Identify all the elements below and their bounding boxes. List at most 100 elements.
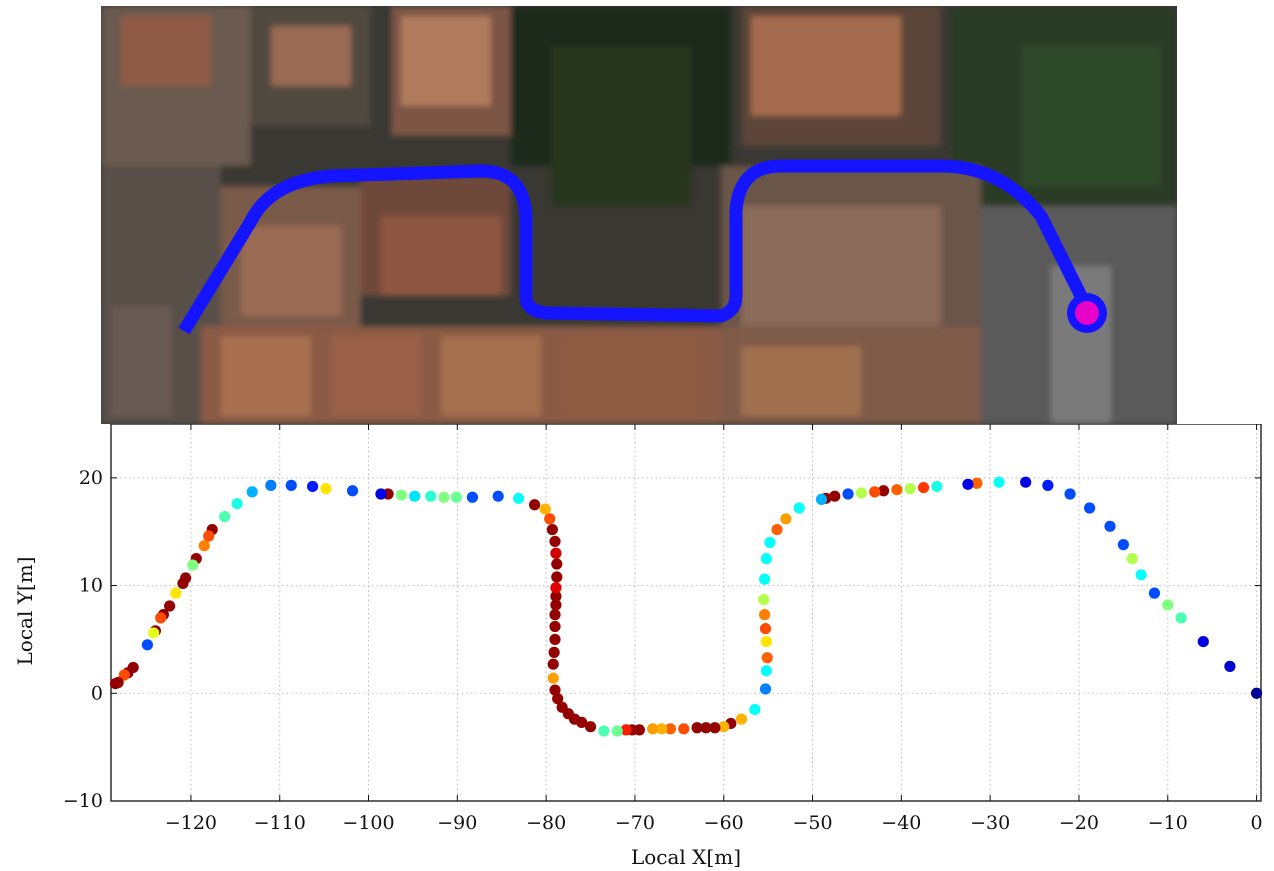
aerial-path [178, 159, 1092, 335]
scatter-point [320, 483, 332, 495]
x-tick-label: −110 [254, 812, 306, 834]
plot-frame [110, 424, 1262, 802]
scatter-point [219, 511, 231, 523]
scatter-point [550, 590, 562, 602]
scatter-point [749, 703, 761, 716]
scatter-point [246, 486, 258, 498]
scatter-point [346, 485, 359, 497]
scatter-point [647, 723, 659, 735]
scatter-point [718, 721, 730, 733]
scatter-point [771, 523, 783, 536]
scatter-point [539, 503, 551, 515]
scatter-point [141, 639, 154, 651]
scatter-point [655, 723, 668, 735]
scatter-point [700, 722, 712, 734]
scatter-point [1020, 476, 1032, 488]
scatter-point [492, 490, 504, 502]
x-tick-label: −90 [437, 812, 477, 834]
axis-ticks: −120 −110 −100 −90 −80 −70 −60 −50 −40 −30 −20 −10 0… [63, 424, 1263, 834]
scatter-point [1104, 520, 1116, 532]
scatter-point [164, 600, 176, 612]
scatter-point [758, 593, 770, 606]
scatter-point [917, 481, 930, 494]
scatter-chart: −120 −110 −100 −90 −80 −70 −60 −50 −40 −30 −20 −10 0… [13, 424, 1263, 869]
x-tick-label: −10 [1148, 812, 1188, 834]
scatter-point [549, 609, 561, 621]
y-tick-label: 10 [79, 575, 103, 597]
scatter-point [395, 489, 407, 501]
scatter-point [549, 620, 561, 633]
scatter-point [375, 488, 387, 500]
x-tick-label: −20 [1059, 812, 1099, 834]
chart-grid [111, 424, 1261, 802]
scatter-point [148, 627, 160, 639]
scatter-point [760, 635, 772, 648]
y-tick-label: 20 [79, 467, 103, 489]
scatter-point [118, 669, 130, 681]
scatter-point [931, 480, 943, 493]
scatter-point [758, 609, 771, 621]
scatter-point [759, 623, 772, 635]
scatter-point [551, 571, 563, 583]
scatter-point [829, 490, 841, 502]
scatter-point [764, 536, 776, 549]
y-tick-label: 0 [91, 682, 103, 704]
scatter-point [548, 646, 560, 658]
y-axis-title: Local Y[m] [13, 557, 37, 666]
scatter-point [528, 499, 541, 511]
scatter-point [438, 491, 450, 503]
scatter-point [1084, 502, 1096, 514]
aerial-terrain [101, 6, 1177, 424]
scatter-point [611, 725, 623, 737]
scatter-point [971, 477, 983, 489]
scatter-point [177, 577, 189, 590]
scatter-point [1148, 587, 1161, 599]
x-axis-title: Local X[m] [631, 845, 741, 869]
x-tick-label: −70 [615, 812, 655, 834]
scatter-point [450, 491, 463, 503]
scatter-point [1117, 539, 1129, 551]
scatter-point [466, 491, 479, 503]
scatter-point [869, 486, 881, 498]
scatter-point [735, 713, 748, 725]
scatter-point [550, 582, 562, 594]
x-tick-label: −30 [970, 812, 1010, 834]
scatter-point [306, 480, 319, 493]
scatter-point [265, 479, 277, 491]
aerial-map-image [101, 6, 1177, 424]
scatter-point [425, 490, 437, 502]
scatter-point [1064, 488, 1076, 500]
scatter-point [551, 558, 563, 570]
x-tick-label: −80 [526, 812, 566, 834]
x-tick-label: −60 [704, 812, 744, 834]
scatter-point [678, 723, 690, 735]
scatter-point [1175, 612, 1187, 624]
scatter-point [546, 523, 558, 536]
scatter-point [993, 476, 1005, 488]
scatter-point [815, 493, 828, 505]
scatter-point [549, 684, 561, 696]
scatter-point [691, 722, 703, 734]
scatter-point [584, 721, 597, 733]
scatter-point [1197, 635, 1209, 648]
scatter-point [760, 665, 772, 677]
scatter-point [760, 553, 772, 565]
scatter-point [1250, 687, 1263, 699]
scatter-point [231, 498, 243, 510]
x-tick-label: −40 [881, 812, 921, 834]
scatter-point [1042, 479, 1054, 491]
scatter-point [198, 540, 210, 552]
scatter-point [547, 658, 559, 670]
scatter-point [709, 722, 721, 734]
scatter-point [556, 701, 568, 713]
scatter-point [285, 479, 297, 491]
scatter-point [842, 488, 854, 500]
scatter-point [544, 513, 556, 525]
scatter-point [1162, 599, 1174, 611]
scatter-point [187, 559, 199, 571]
scatter-point [855, 487, 867, 499]
scatter-point [513, 492, 525, 504]
scatter-point [109, 677, 122, 690]
scatter-point [549, 535, 561, 548]
scatter-point [155, 612, 167, 624]
